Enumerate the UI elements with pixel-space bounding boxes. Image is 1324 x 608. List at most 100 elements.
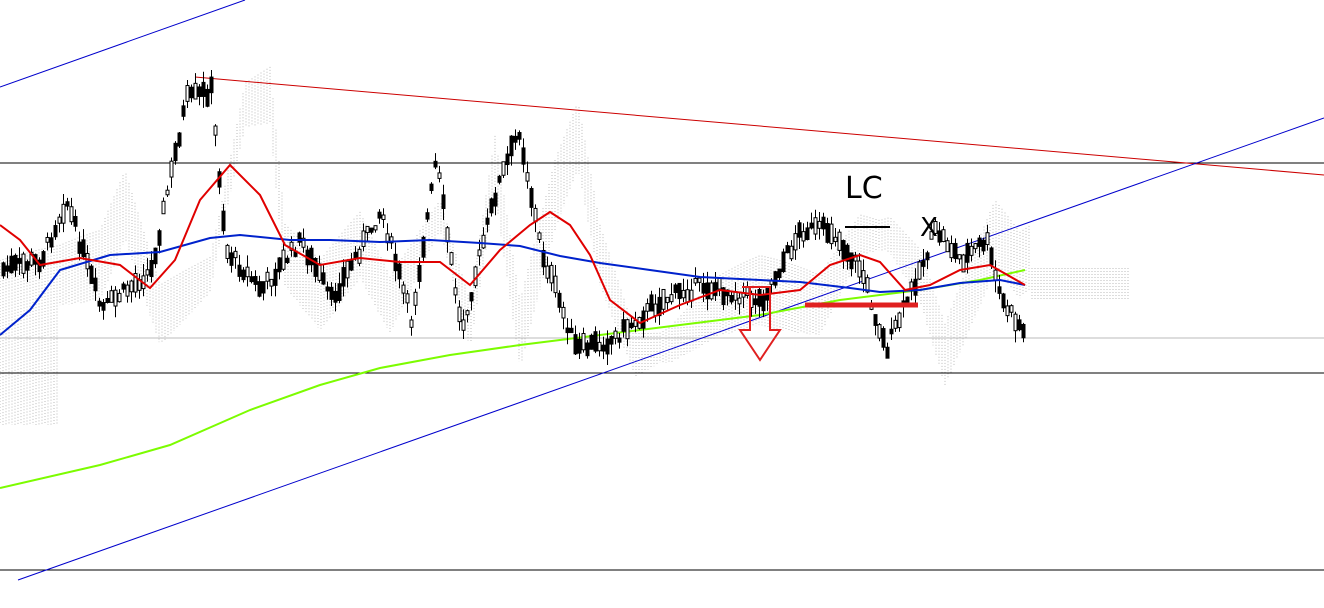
candle-body: [25, 261, 30, 271]
candle-body: [529, 187, 534, 208]
candle-body: [557, 292, 562, 308]
candle-body: [249, 276, 254, 283]
moving-average-fast: [0, 163, 1026, 325]
candle-body: [341, 267, 346, 287]
candle-body: [145, 269, 150, 276]
candle-body: [801, 231, 806, 242]
candle-body: [525, 172, 530, 182]
candle-body: [777, 268, 782, 279]
candle-body: [833, 236, 838, 243]
candle-body: [45, 236, 50, 243]
candle-body: [773, 271, 778, 286]
candle-body: [757, 289, 762, 307]
candle-body: [1001, 293, 1006, 309]
candle-body: [9, 255, 14, 274]
candle-body: [229, 252, 234, 266]
candle-body: [301, 237, 306, 248]
candle-body: [729, 294, 734, 303]
candle-body: [53, 225, 58, 238]
candle-body: [549, 264, 554, 284]
candle-body: [613, 330, 618, 339]
candle-body: [213, 125, 218, 136]
candle-body: [489, 198, 494, 214]
candle-body: [761, 293, 766, 312]
candle-body: [309, 247, 314, 266]
candle-body: [753, 298, 758, 306]
candle-body: [981, 239, 986, 252]
candle-body: [849, 252, 854, 270]
candle-body: [681, 289, 686, 299]
candle-body: [553, 275, 558, 294]
candle-body: [209, 76, 214, 94]
candle-body: [537, 232, 542, 240]
trend-line: [0, 0, 246, 88]
candle-body: [841, 240, 846, 260]
candle-body: [61, 203, 66, 224]
candle-body: [629, 322, 634, 329]
candle-body: [661, 288, 666, 310]
candle-body: [813, 217, 818, 235]
trend-line: [17, 117, 1324, 581]
candle-body: [109, 290, 114, 303]
candle-body: [121, 283, 126, 290]
candle-body: [501, 161, 506, 176]
candle-body: [1013, 313, 1018, 332]
candle-body: [897, 312, 902, 329]
candle-body: [181, 105, 186, 117]
candle-body: [233, 250, 238, 259]
candle-body: [485, 217, 490, 225]
candle-body: [573, 334, 578, 355]
candle-body: [853, 254, 858, 262]
candle-body: [621, 319, 626, 332]
candle-body: [929, 231, 934, 240]
candle-body: [925, 252, 930, 261]
candle-body: [401, 284, 406, 294]
candle-body: [817, 220, 822, 229]
candle-body: [405, 293, 410, 304]
candle-body: [705, 282, 710, 300]
candle-body: [873, 314, 878, 326]
candle-body: [81, 239, 86, 258]
candle-body: [193, 82, 198, 100]
candle-body: [493, 192, 498, 207]
candle-body: [461, 319, 466, 331]
candle-body: [821, 216, 826, 230]
candle-body: [205, 88, 210, 107]
candle-body: [561, 306, 566, 319]
candle-body: [321, 272, 326, 285]
candle-body: [1021, 323, 1026, 339]
candle-body: [785, 245, 790, 254]
candle-body: [417, 265, 422, 282]
candle-body: [129, 280, 134, 293]
candle-body: [169, 160, 174, 178]
candle-body: [477, 249, 482, 257]
candle-body: [385, 233, 390, 244]
candle-body: [593, 331, 598, 352]
candle-body: [269, 278, 274, 287]
candle-body: [665, 296, 670, 304]
candle-body: [69, 206, 74, 223]
candle-body: [809, 222, 814, 229]
candle-body: [457, 306, 462, 323]
candle-body: [889, 328, 894, 335]
candle-body: [357, 248, 362, 264]
candle-body: [953, 242, 958, 260]
candle-body: [697, 277, 702, 283]
candle-body: [961, 254, 966, 273]
candle-body: [965, 242, 970, 263]
candle-body: [649, 294, 654, 312]
candle-body: [921, 260, 926, 267]
candle-body: [257, 281, 262, 297]
candle-body: [793, 233, 798, 251]
candle-body: [617, 337, 622, 343]
candle-body: [845, 244, 850, 262]
annotation-label: LC: [845, 171, 883, 206]
candle-body: [377, 211, 382, 219]
candle-body: [361, 230, 366, 248]
candle-body: [597, 341, 602, 352]
candle-body: [865, 277, 870, 293]
candle-body: [645, 303, 650, 312]
